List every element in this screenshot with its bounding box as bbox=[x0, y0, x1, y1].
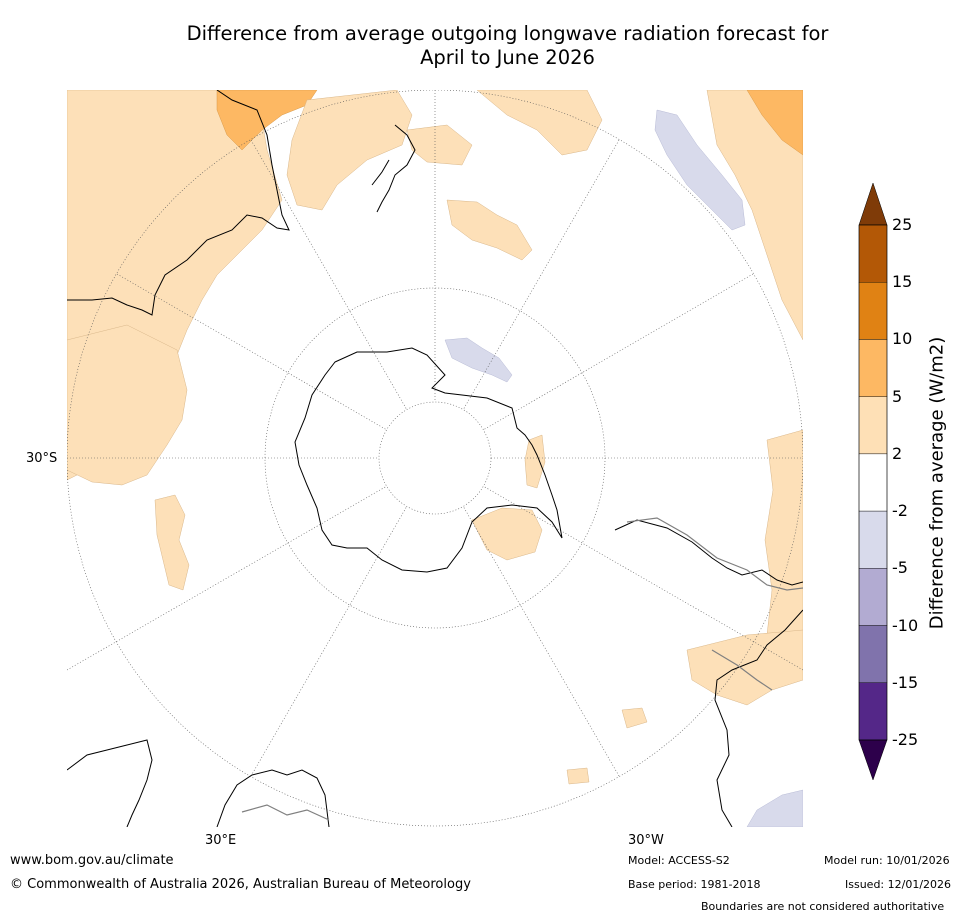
anomaly-strong-eastpacific bbox=[746, 90, 803, 156]
colorbar-tick-label: 5 bbox=[892, 386, 903, 406]
meridian-150w bbox=[462, 139, 620, 411]
anomaly-positive-tasman bbox=[286, 90, 413, 211]
colorbar-tick-label: -5 bbox=[892, 558, 908, 578]
footer-model-run: Model run: 10/01/2026 bbox=[824, 854, 950, 867]
colorbar-band-5 bbox=[858, 510, 888, 569]
colorbar-band-7 bbox=[858, 625, 888, 683]
footer-boundaries: Boundaries are not considered authoritat… bbox=[701, 900, 945, 913]
footer-copyright: © Commonwealth of Australia 2026, Austra… bbox=[10, 877, 471, 892]
new-zealand-coastline bbox=[371, 124, 416, 213]
colorbar-tick-label: -10 bbox=[892, 615, 919, 635]
africa-coastline bbox=[67, 739, 330, 827]
meridian-120w bbox=[482, 273, 754, 431]
colorbar-extend-max bbox=[858, 182, 888, 226]
colorbar-bands bbox=[858, 224, 888, 741]
anomaly-positive-indian-patch bbox=[154, 494, 190, 591]
south-america-borders bbox=[626, 517, 803, 691]
anomaly-negative-southatlantic bbox=[746, 789, 803, 827]
footer-website: www.bom.gov.au/climate bbox=[10, 853, 174, 868]
colorbar-title: Difference from average (W/m2) bbox=[926, 336, 948, 630]
colorbar-tick-label: -25 bbox=[892, 730, 919, 749]
footer-base-period: Base period: 1981-2018 bbox=[628, 878, 761, 891]
lon-label-30e: 30°E bbox=[205, 833, 237, 848]
lat-label-30s: 30°S bbox=[26, 451, 58, 466]
colorbar-tick-label: -2 bbox=[892, 501, 908, 521]
meridian-150e bbox=[250, 139, 408, 411]
colorbar-frame bbox=[858, 224, 888, 741]
anomaly-positive-small-1 bbox=[621, 707, 648, 729]
anomaly-negative-pacific bbox=[654, 109, 746, 231]
footer-model: Model: ACCESS-S2 bbox=[628, 854, 730, 867]
anomaly-positive-small-2 bbox=[566, 767, 590, 785]
anomaly-positive-eastpacific bbox=[706, 90, 803, 341]
graticule bbox=[67, 90, 803, 827]
colorbar-tick-label: 25 bbox=[892, 215, 913, 234]
anomaly-negative-ross bbox=[444, 337, 513, 383]
colorbar-tick-label: 15 bbox=[892, 272, 913, 292]
anomaly-positive-weddell bbox=[471, 507, 543, 561]
polar-map[interactable] bbox=[67, 90, 803, 827]
meridian-30w bbox=[462, 505, 620, 777]
colorbar-extend-min bbox=[858, 739, 888, 781]
anomaly-positive-indian-strip bbox=[67, 324, 188, 486]
colorbar-band-4 bbox=[858, 453, 888, 512]
lon-label-30w: 30°W bbox=[628, 833, 664, 848]
colorbar-tick-label: 2 bbox=[892, 443, 903, 463]
meridian-120e bbox=[116, 273, 388, 431]
africa-borders bbox=[241, 804, 330, 821]
colorbar-band-2 bbox=[858, 339, 888, 397]
anomaly-strong-australia-north bbox=[216, 90, 318, 151]
chart-title: Difference from average outgoing longwav… bbox=[0, 22, 965, 70]
title-line-1: Difference from average outgoing longwav… bbox=[186, 22, 829, 45]
meridian-30e bbox=[250, 505, 408, 777]
colorbar-band-6 bbox=[858, 568, 888, 626]
colorbar-tick-label: -15 bbox=[892, 672, 919, 692]
south-america-coastline bbox=[614, 519, 803, 827]
antarctica-coastline bbox=[294, 347, 563, 573]
colorbar-tick-label: 10 bbox=[892, 329, 913, 349]
anomaly-positive-pacific-2 bbox=[406, 124, 473, 166]
anomaly-positive-pacific-1 bbox=[446, 199, 533, 261]
anomaly-positive-peninsula bbox=[524, 434, 546, 489]
title-line-2: April to June 2026 bbox=[420, 46, 595, 69]
colorbar-band-8 bbox=[858, 682, 888, 741]
australia-coastline bbox=[67, 90, 290, 316]
footer-issued: Issued: 12/01/2026 bbox=[845, 878, 952, 891]
colorbar-band-3 bbox=[858, 396, 888, 455]
colorbar-band-1 bbox=[858, 282, 888, 340]
anomaly-positive-pacific-3 bbox=[476, 90, 603, 156]
colorbar-band-0 bbox=[858, 224, 888, 283]
